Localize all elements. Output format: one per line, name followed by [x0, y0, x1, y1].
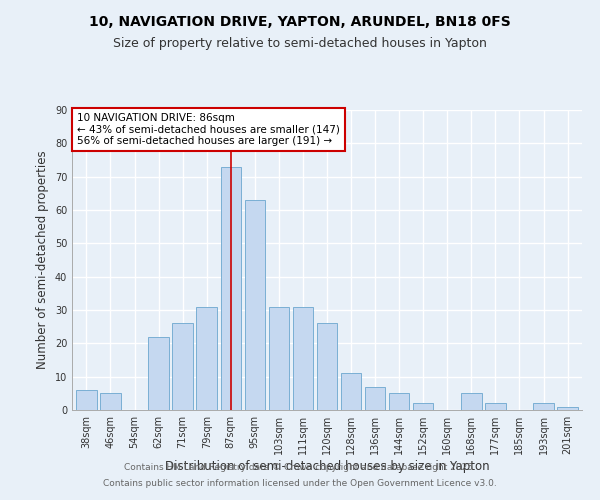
Bar [533, 404, 554, 410]
Bar [461, 394, 482, 410]
Text: 10 NAVIGATION DRIVE: 86sqm
← 43% of semi-detached houses are smaller (147)
56% o: 10 NAVIGATION DRIVE: 86sqm ← 43% of semi… [77, 113, 340, 146]
Text: Contains HM Land Registry data © Crown copyright and database right 2025.: Contains HM Land Registry data © Crown c… [124, 464, 476, 472]
Bar [148, 336, 169, 410]
Bar [557, 406, 578, 410]
Bar [269, 306, 289, 410]
Bar [196, 306, 217, 410]
Bar [365, 386, 385, 410]
Bar [389, 394, 409, 410]
Bar [245, 200, 265, 410]
Bar [485, 404, 506, 410]
Bar [413, 404, 433, 410]
Bar [100, 394, 121, 410]
Y-axis label: Number of semi-detached properties: Number of semi-detached properties [36, 150, 49, 370]
Text: 10, NAVIGATION DRIVE, YAPTON, ARUNDEL, BN18 0FS: 10, NAVIGATION DRIVE, YAPTON, ARUNDEL, B… [89, 15, 511, 29]
X-axis label: Distribution of semi-detached houses by size in Yapton: Distribution of semi-detached houses by … [164, 460, 490, 473]
Bar [293, 306, 313, 410]
Bar [221, 166, 241, 410]
Bar [172, 324, 193, 410]
Bar [76, 390, 97, 410]
Bar [341, 374, 361, 410]
Bar [317, 324, 337, 410]
Text: Size of property relative to semi-detached houses in Yapton: Size of property relative to semi-detach… [113, 38, 487, 51]
Text: Contains public sector information licensed under the Open Government Licence v3: Contains public sector information licen… [103, 478, 497, 488]
